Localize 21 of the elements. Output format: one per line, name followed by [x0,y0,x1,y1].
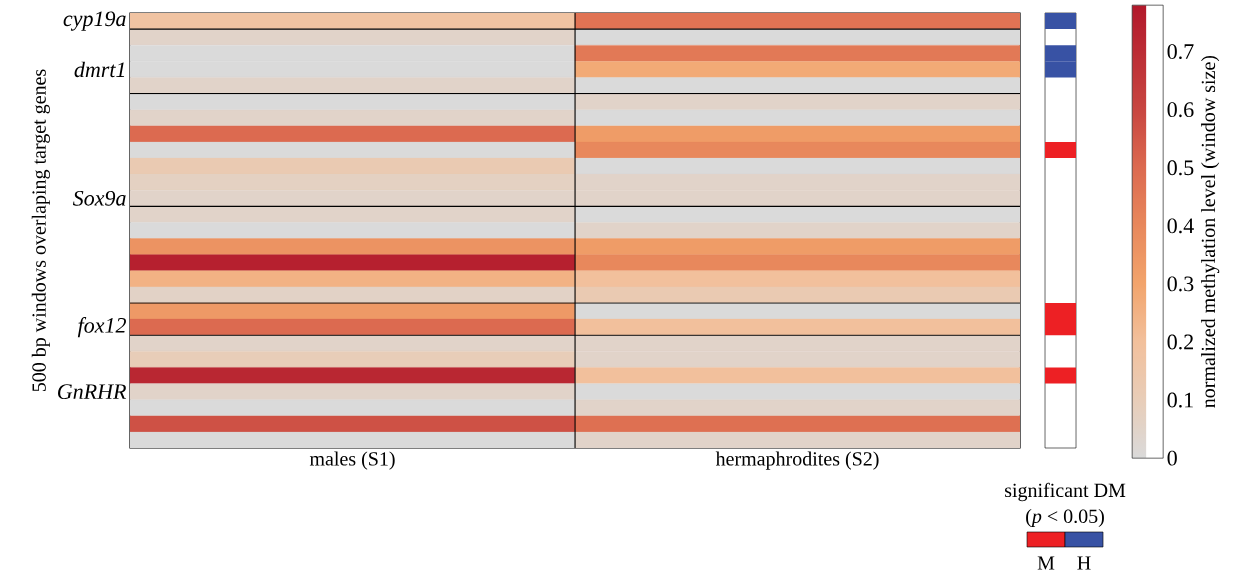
y-tick-label: GnRHR [58,384,127,399]
x-tick-label: males (S1) [309,451,395,470]
color-bar-label: 0.2 [1167,334,1193,350]
color-bar-label: 0 [1167,450,1177,466]
text: significant DM [1005,482,1126,502]
color-bar-label: 0.4 [1167,218,1194,234]
color-bar-label: 0.5 [1167,160,1194,176]
legend-label: H [1077,556,1091,570]
color-bar-label: 0.6 [1167,102,1194,118]
legend-label: M [1037,556,1055,570]
color-bar-title: normalized methylation level (window size) [1201,55,1220,408]
y-tick-label: fox12 [77,317,126,338]
y-tick-label: cyp19a [63,11,126,31]
y-tick-label: dmrt1 [74,61,125,78]
color-bar-label: 0.3 [1167,276,1194,292]
color-bar-label: 0.7 [1167,44,1194,60]
y-axis-title: 500 bp windows overlaping target genes [31,69,50,392]
color-bar-label: 0.1 [1167,392,1193,408]
text: (p < 0.05) [1026,508,1104,528]
x-tick-label: hermaphrodites (S2) [715,451,879,470]
y-tick-label: Sox9a [72,190,126,206]
